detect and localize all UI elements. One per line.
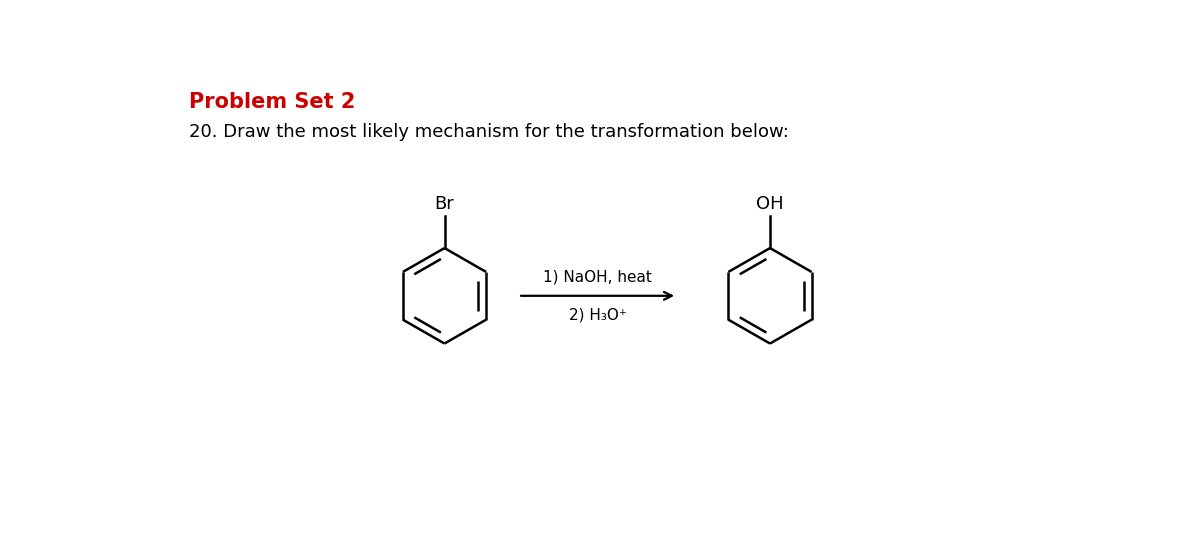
Text: 20. Draw the most likely mechanism for the transformation below:: 20. Draw the most likely mechanism for t… xyxy=(188,123,788,140)
Text: 2) H₃O⁺: 2) H₃O⁺ xyxy=(569,307,626,322)
Text: OH: OH xyxy=(756,195,784,213)
Text: 1) NaOH, heat: 1) NaOH, heat xyxy=(544,269,652,284)
Text: Br: Br xyxy=(434,195,455,213)
Text: Problem Set 2: Problem Set 2 xyxy=(188,92,355,112)
